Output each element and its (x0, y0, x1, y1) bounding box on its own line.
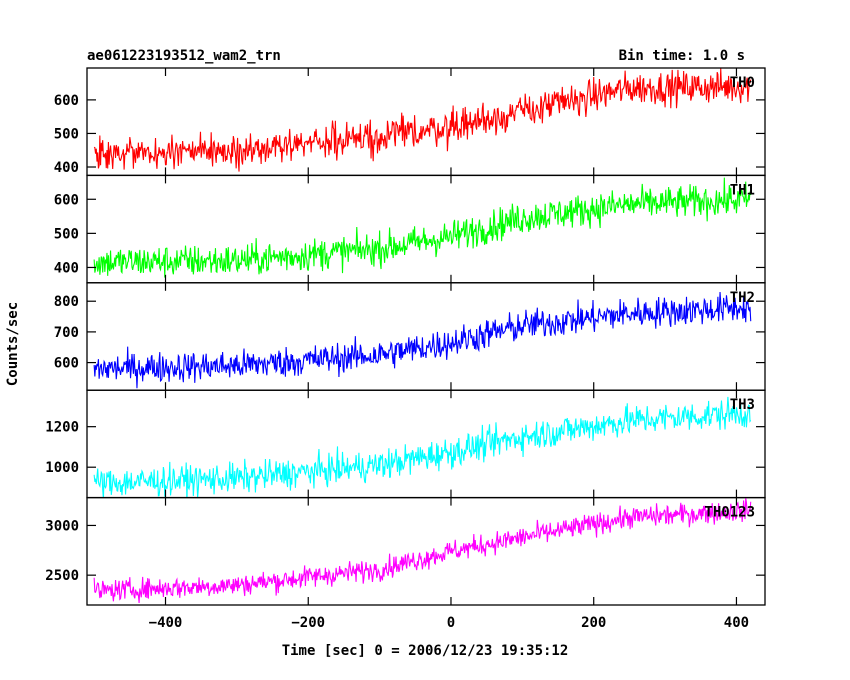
y-tick-label: 3000 (45, 518, 79, 534)
bin-time-label: Bin time: 1.0 s (619, 48, 745, 64)
y-axis-label: Counts/sec (5, 302, 21, 386)
series-line-th0123 (93, 498, 752, 604)
y-tick-label: 400 (54, 160, 79, 176)
panel-label: TH3 (730, 397, 755, 413)
panel-label: TH0 (730, 75, 755, 91)
x-axis-label: Time [sec] 0 = 2006/12/23 19:35:12 (282, 643, 569, 659)
y-tick-label: 500 (54, 126, 79, 142)
y-tick-label: 800 (54, 294, 79, 310)
panel-th1: 400 500 600 TH1 (54, 174, 766, 284)
panel-th0123: 2500 3000 TH0123 (45, 496, 766, 606)
panel-th2: 600 700 800 TH2 (54, 282, 766, 391)
y-tick-label: 600 (54, 93, 79, 109)
x-tick-label: 0 (447, 615, 455, 631)
observation-title: ae061223193512_wam2_trn (87, 48, 281, 64)
panels-group: 400 500 600 TH0 400 500 600 TH1 600 700 800 TH2 1000… (45, 67, 766, 606)
panel-th3: 1000 1200 TH3 (45, 389, 766, 499)
series-line-th1 (93, 177, 752, 278)
panel-frame (86, 67, 766, 177)
series-line-th2 (93, 292, 752, 389)
panel-th0: 400 500 600 TH0 (54, 67, 766, 177)
y-tick-label: 600 (54, 356, 79, 372)
panel-label: TH1 (730, 182, 755, 198)
y-tick-label: 700 (54, 325, 79, 341)
y-tick-label: 1000 (45, 460, 79, 476)
series-line-th0 (93, 68, 752, 172)
x-tick-label: −400 (149, 615, 183, 631)
panel-label: TH2 (730, 290, 755, 306)
panel-label: TH0123 (704, 505, 755, 521)
y-tick-label: 400 (54, 260, 79, 276)
y-tick-label: 600 (54, 192, 79, 208)
x-tick-label: 200 (581, 615, 606, 631)
y-tick-label: 1200 (45, 420, 79, 436)
x-tick-label: 400 (724, 615, 749, 631)
panel-frame (86, 496, 766, 606)
x-axis: −400 −200 0 200 400 (149, 615, 749, 631)
y-tick-label: 500 (54, 226, 79, 242)
panel-frame (86, 389, 766, 499)
series-line-th3 (93, 396, 752, 498)
y-tick-label: 2500 (45, 568, 79, 584)
x-tick-label: −200 (291, 615, 325, 631)
